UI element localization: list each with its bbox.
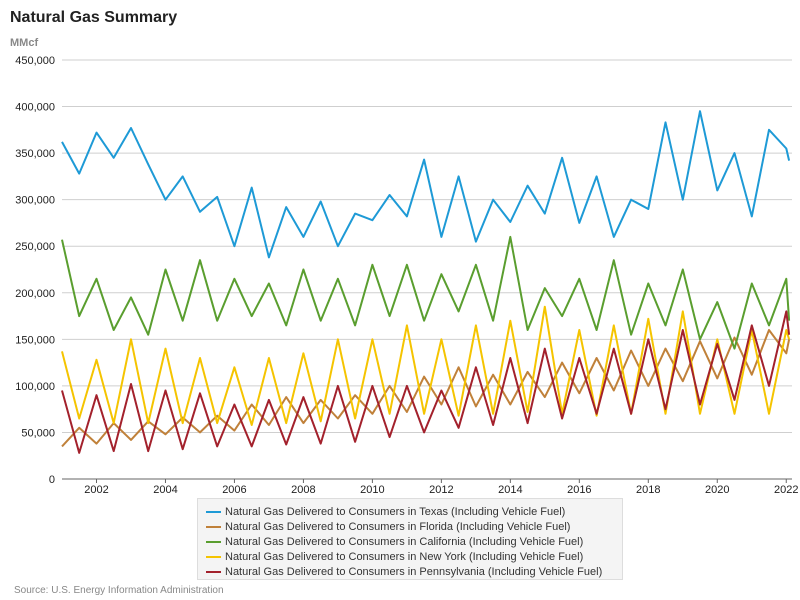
legend-item[interactable]: Natural Gas Delivered to Consumers in Pe… xyxy=(206,565,622,580)
legend-item[interactable]: Natural Gas Delivered to Consumers in Te… xyxy=(206,505,622,520)
series-line xyxy=(61,305,791,426)
x-tick-label: 2018 xyxy=(636,484,660,496)
x-tick-label: 2012 xyxy=(429,484,453,496)
series-line xyxy=(61,235,791,350)
y-tick-label: 300,000 xyxy=(15,195,55,207)
y-axis-unit-label: MMcf xyxy=(10,37,39,49)
x-tick-label: 2014 xyxy=(498,484,522,496)
legend-swatch xyxy=(206,571,221,574)
legend: Natural Gas Delivered to Consumers in Te… xyxy=(197,498,623,580)
x-tick-label: 2010 xyxy=(360,484,384,496)
y-tick-label: 400,000 xyxy=(15,102,55,114)
series-line xyxy=(61,329,791,448)
line-chart: 0 50,000 100,000 150,000 200,000 250,000 300,0… xyxy=(15,55,798,496)
y-tick-label: 150,000 xyxy=(15,334,55,346)
legend-label: Natural Gas Delivered to Consumers in Ne… xyxy=(225,551,584,563)
legend-swatch xyxy=(206,526,221,529)
x-tick-label: 2008 xyxy=(291,484,315,496)
y-tick-label: 250,000 xyxy=(15,241,55,253)
legend-swatch xyxy=(206,556,221,559)
legend-label: Natural Gas Delivered to Consumers in Ca… xyxy=(225,536,584,548)
x-tick-label: 2022 xyxy=(774,484,798,496)
series-line xyxy=(61,110,791,259)
legend-swatch xyxy=(206,541,221,544)
y-tick-label: 450,000 xyxy=(15,55,55,67)
y-tick-label: 350,000 xyxy=(15,148,55,160)
legend-swatch xyxy=(206,511,221,514)
x-axis-ticks: 2002 2004 2006 2008 2010 2012 2014 2016 2018 2020… xyxy=(84,479,798,496)
chart-title: Natural Gas Summary xyxy=(10,9,178,26)
legend-item[interactable]: Natural Gas Delivered to Consumers in Ne… xyxy=(206,550,622,565)
y-tick-label: 50,000 xyxy=(21,427,55,439)
x-tick-label: 2006 xyxy=(222,484,246,496)
y-tick-label: 0 xyxy=(49,474,55,486)
y-axis-ticks: 0 50,000 100,000 150,000 200,000 250,000 300,0… xyxy=(15,55,55,486)
legend-label: Natural Gas Delivered to Consumers in Pe… xyxy=(225,566,603,578)
x-tick-label: 2020 xyxy=(705,484,729,496)
gridlines xyxy=(62,59,792,480)
x-tick-label: 2016 xyxy=(567,484,591,496)
series-lines xyxy=(61,110,791,454)
series-line xyxy=(61,310,791,454)
x-tick-label: 2002 xyxy=(84,484,108,496)
legend-label: Natural Gas Delivered to Consumers in Fl… xyxy=(225,521,571,533)
legend-label: Natural Gas Delivered to Consumers in Te… xyxy=(225,506,566,518)
x-tick-label: 2004 xyxy=(153,484,177,496)
legend-item[interactable]: Natural Gas Delivered to Consumers in Ca… xyxy=(206,535,622,550)
legend-item[interactable]: Natural Gas Delivered to Consumers in Fl… xyxy=(206,520,622,535)
source-note: Source: U.S. Energy Information Administ… xyxy=(14,585,224,596)
y-tick-label: 200,000 xyxy=(15,288,55,300)
y-tick-label: 100,000 xyxy=(15,381,55,393)
